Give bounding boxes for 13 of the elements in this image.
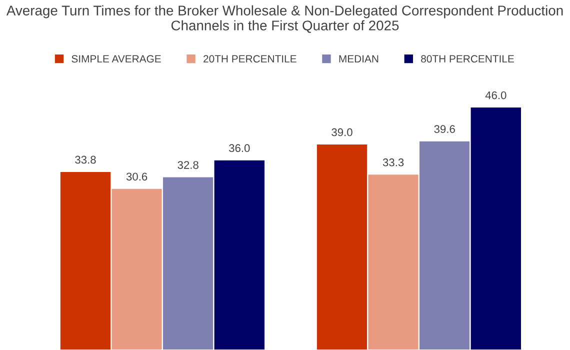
data-label: 39.6 [434, 125, 455, 134]
data-label: 30.6 [126, 172, 148, 181]
legend-label: SIMPLE AVERAGE [72, 55, 161, 63]
data-label: 36.0 [229, 144, 250, 152]
data-label: 32.8 [178, 161, 198, 169]
data-label: 33.8 [75, 156, 96, 164]
chart-title: Average Turn Times for the Broker Wholesale & Non-Delegated Correspondent Production Channels in the First Quarter of 2025 [6, 5, 563, 33]
legend-label: 20TH PERCENTILE [204, 55, 296, 63]
data-label: 39.0 [332, 128, 352, 136]
data-label: 46.0 [485, 91, 506, 100]
legend-label: 80TH PERCENTILE [421, 55, 514, 63]
legend-label: MEDIAN [339, 55, 378, 62]
data-label: 33.3 [382, 158, 404, 166]
